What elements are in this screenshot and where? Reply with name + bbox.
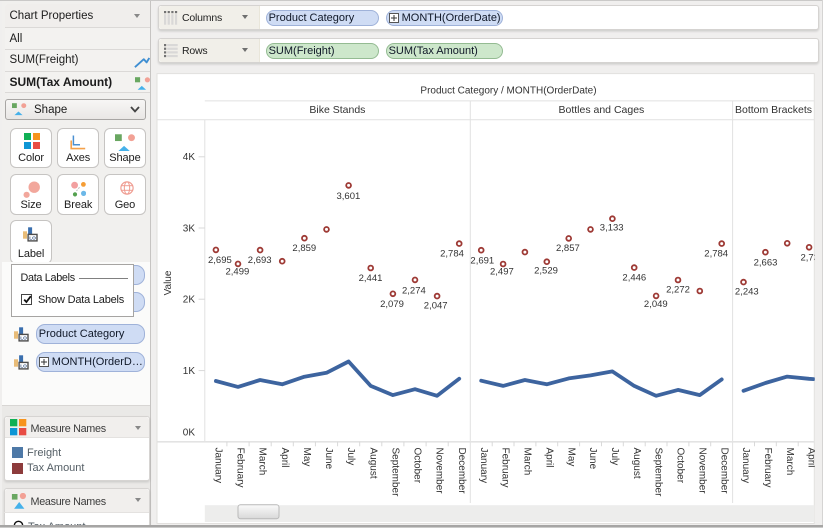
svg-text:February: February (500, 448, 511, 488)
svg-text:2K: 2K (183, 295, 196, 306)
svg-text:April: April (806, 448, 817, 468)
svg-text:March: March (784, 448, 795, 476)
svg-text:2,441: 2,441 (359, 273, 383, 284)
svg-text:2,663: 2,663 (754, 257, 778, 268)
svg-text:4K: 4K (183, 152, 196, 163)
svg-text:September: September (653, 448, 664, 498)
svg-text:March: March (257, 448, 268, 476)
svg-text:2,529: 2,529 (534, 266, 558, 277)
svg-text:Bike Stands: Bike Stands (309, 104, 365, 116)
svg-text:October: October (675, 448, 686, 484)
svg-text:2,784: 2,784 (704, 249, 728, 260)
svg-text:January: January (740, 448, 751, 484)
svg-text:3,601: 3,601 (337, 191, 361, 202)
svg-text:2,857: 2,857 (556, 243, 580, 254)
svg-text:July: July (609, 448, 620, 466)
svg-text:June: June (587, 448, 598, 470)
svg-text:December: December (456, 448, 467, 495)
svg-text:2,049: 2,049 (644, 299, 668, 310)
svg-text:September: September (390, 448, 401, 498)
svg-text:2,047: 2,047 (424, 300, 448, 311)
svg-text:November: November (434, 448, 445, 495)
svg-text:January: January (478, 448, 489, 484)
svg-text:0K: 0K (183, 428, 196, 439)
svg-text:May: May (565, 448, 576, 467)
svg-text:May: May (301, 448, 312, 467)
svg-text:2,272: 2,272 (666, 284, 690, 295)
svg-text:2,446: 2,446 (622, 272, 646, 283)
svg-text:Product Category / MONTH(Order: Product Category / MONTH(OrderDate) (420, 85, 596, 96)
svg-text:2,732: 2,732 (801, 253, 823, 264)
svg-text:2,859: 2,859 (292, 243, 316, 254)
svg-text:LO: LO (20, 363, 27, 369)
svg-text:August: August (367, 448, 378, 479)
svg-text:June: June (323, 448, 334, 470)
svg-text:Bottom Brackets: Bottom Brackets (735, 104, 812, 116)
svg-text:LO: LO (20, 335, 27, 341)
svg-text:July: July (345, 448, 356, 466)
svg-text:2,499: 2,499 (226, 267, 250, 278)
svg-text:2,693: 2,693 (248, 255, 272, 266)
svg-text:2,497: 2,497 (490, 267, 514, 278)
svg-text:April: April (543, 448, 554, 468)
svg-text:3,133: 3,133 (600, 223, 624, 234)
svg-text:2,784: 2,784 (440, 249, 464, 260)
svg-text:2,695: 2,695 (208, 255, 232, 266)
svg-text:December: December (718, 448, 729, 495)
svg-text:October: October (412, 448, 423, 484)
svg-text:April: April (279, 448, 290, 468)
svg-text:2,243: 2,243 (735, 286, 759, 297)
svg-text:2,691: 2,691 (470, 255, 494, 266)
svg-text:1K: 1K (183, 366, 196, 377)
svg-text:Value: Value (163, 270, 174, 295)
svg-text:3K: 3K (183, 223, 196, 234)
svg-text:March: March (522, 448, 533, 476)
svg-text:November: November (696, 448, 707, 495)
svg-text:Bottles and Cages: Bottles and Cages (558, 104, 644, 116)
svg-text:2,079: 2,079 (380, 299, 404, 310)
svg-text:January: January (213, 448, 224, 484)
svg-text:February: February (235, 448, 246, 488)
svg-text:August: August (631, 448, 642, 479)
svg-text:February: February (762, 448, 773, 488)
svg-text:LO: LO (29, 235, 36, 241)
svg-text:2,274: 2,274 (402, 286, 426, 297)
